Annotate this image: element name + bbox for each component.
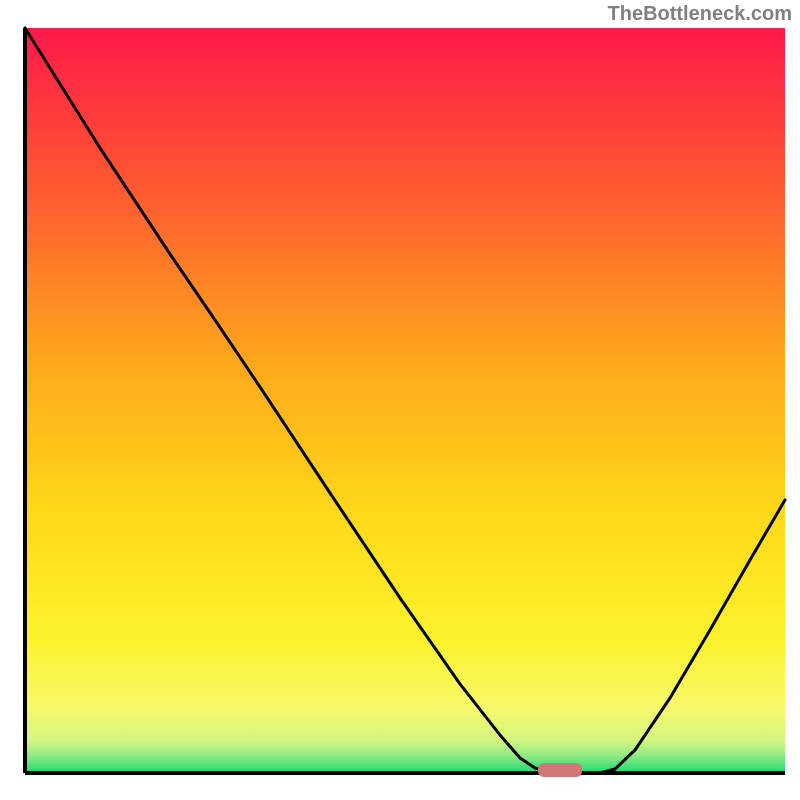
optimal-marker: [538, 763, 582, 777]
plot-background: [25, 28, 785, 773]
chart-container: { "watermark": "TheBottleneck.com", "cha…: [0, 0, 800, 800]
bottleneck-chart: [0, 0, 800, 800]
